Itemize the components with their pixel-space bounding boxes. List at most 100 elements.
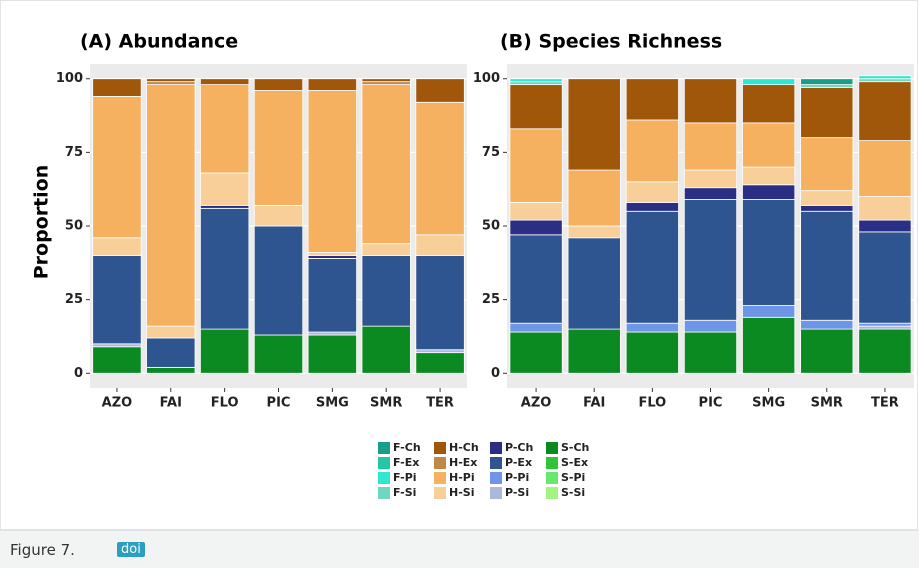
legend-swatch: [378, 472, 390, 484]
bar-segment: [361, 243, 411, 256]
bar-segment: F-Si: [800, 84, 854, 88]
bar-segment: H-Si: [683, 169, 738, 189]
bar-segment: [200, 78, 250, 86]
bar-segment: H-Pi: [742, 122, 796, 168]
bar-segment: [200, 84, 250, 174]
legend-swatch: [434, 442, 446, 454]
bar-segment: H-Ch: [742, 84, 796, 124]
bar-segment: H-Ch: [683, 78, 738, 124]
legend-swatch: [546, 457, 558, 469]
y-tick-label: 25: [482, 292, 500, 307]
bar-segment: H-Ch: [567, 78, 621, 171]
bar-segment: [307, 257, 357, 333]
bar-segment: [307, 334, 357, 374]
legend-swatch: [546, 487, 558, 499]
bar-segment: [415, 352, 465, 374]
bar-segment: P-Pi: [509, 322, 563, 333]
bar-segment: P-Pi: [742, 305, 796, 318]
bar-segment: S-Ch: [683, 331, 738, 374]
y-tick-label: 75: [65, 145, 83, 160]
legend-swatch: [546, 472, 558, 484]
y-tick-label: 0: [491, 366, 500, 381]
bar-segment: P-Ch: [683, 187, 738, 200]
bar-segment: [415, 349, 465, 354]
bar-segment: [146, 325, 196, 339]
bar-segment: [361, 325, 411, 374]
y-tick-label: 25: [65, 292, 83, 307]
bar-segment: [415, 101, 465, 236]
bar-segment: H-Pi: [683, 122, 738, 171]
legend-label: F-Ch: [393, 441, 421, 454]
bar-segment: [92, 343, 142, 348]
legend-swatch: [490, 457, 502, 469]
bar-segment: H-Pi: [800, 137, 854, 192]
legend-label: H-Si: [449, 486, 474, 499]
bar-segment: [361, 81, 411, 86]
bar-segment: S-Ch: [800, 328, 854, 374]
bar-segment: H-Pi: [509, 128, 563, 203]
bar-segment: [253, 334, 304, 374]
bar-segment: [415, 78, 465, 103]
bar-segment: S-Ch: [509, 331, 563, 374]
caption-label: Figure 7.: [10, 541, 75, 559]
bar-segment: H-Si: [509, 202, 563, 221]
bar-segment: [200, 207, 250, 330]
x-tick-label: FAI: [160, 396, 182, 411]
panel-title: (A) Abundance: [80, 31, 238, 53]
bar-segment: P-Ex: [567, 237, 621, 330]
bar-segment: H-Si: [625, 181, 679, 203]
bar-segment: P-Ch: [509, 219, 563, 236]
legend-label: S-Si: [561, 486, 585, 499]
bar-segment: P-Ch: [625, 202, 679, 212]
bar-segment: F-Si: [509, 81, 563, 86]
bar-segment: S-Ch: [625, 331, 679, 374]
bar-segment: [361, 78, 411, 83]
bar-segment: P-Pi: [683, 319, 738, 333]
bar-segment: [307, 331, 357, 336]
bar-segment: [146, 81, 196, 86]
bar-segment: P-Si: [858, 325, 912, 330]
bar-segment: F-Pi: [742, 78, 796, 86]
bar-segment: P-Ex: [625, 210, 679, 324]
x-tick-label: SMR: [811, 396, 843, 411]
bar-segment: P-Pi: [858, 322, 912, 327]
bar-segment: [415, 234, 465, 256]
bar-segment: F-Si: [858, 78, 912, 83]
bar-segment: P-Ch: [800, 204, 854, 212]
bar-segment: S-Ch: [567, 328, 621, 374]
legend-label: P-Ex: [505, 456, 532, 469]
x-tick-label: SMR: [370, 396, 402, 411]
bar-segment: [253, 90, 304, 206]
x-tick-label: AZO: [102, 396, 133, 411]
bar-segment: S-Ch: [742, 316, 796, 374]
legend-swatch: [546, 442, 558, 454]
bar-segment: S-Ch: [858, 328, 912, 374]
x-tick-label: SMG: [316, 396, 349, 411]
y-tick-label: 100: [473, 71, 500, 86]
x-tick-label: PIC: [699, 396, 723, 411]
bar-segment: P-Ch: [742, 184, 796, 200]
bar-segment: H-Si: [858, 196, 912, 221]
x-tick-label: TER: [871, 396, 899, 411]
bar-segment: [307, 90, 357, 253]
bar-segment: H-Pi: [858, 140, 912, 197]
bar-segment: [253, 204, 304, 227]
legend-swatch: [434, 457, 446, 469]
bar-segment: [253, 78, 304, 91]
legend-swatch: [434, 487, 446, 499]
bar-segment: H-Si: [742, 166, 796, 186]
legend-swatch: [434, 472, 446, 484]
legend-label: P-Ch: [505, 441, 533, 454]
bar-segment: F-Ch: [800, 78, 854, 86]
bar-segment: F-Pi: [509, 78, 563, 83]
bar-segment: [92, 346, 142, 374]
legend-swatch: [490, 442, 502, 454]
bar-segment: P-Ex: [800, 210, 854, 321]
x-tick-label: AZO: [521, 396, 552, 411]
y-tick-label: 100: [56, 71, 83, 86]
legend-label: P-Si: [505, 486, 529, 499]
doi-link[interactable]: doi: [117, 542, 145, 557]
legend-swatch: [490, 472, 502, 484]
bar-segment: P-Ex: [509, 234, 563, 324]
